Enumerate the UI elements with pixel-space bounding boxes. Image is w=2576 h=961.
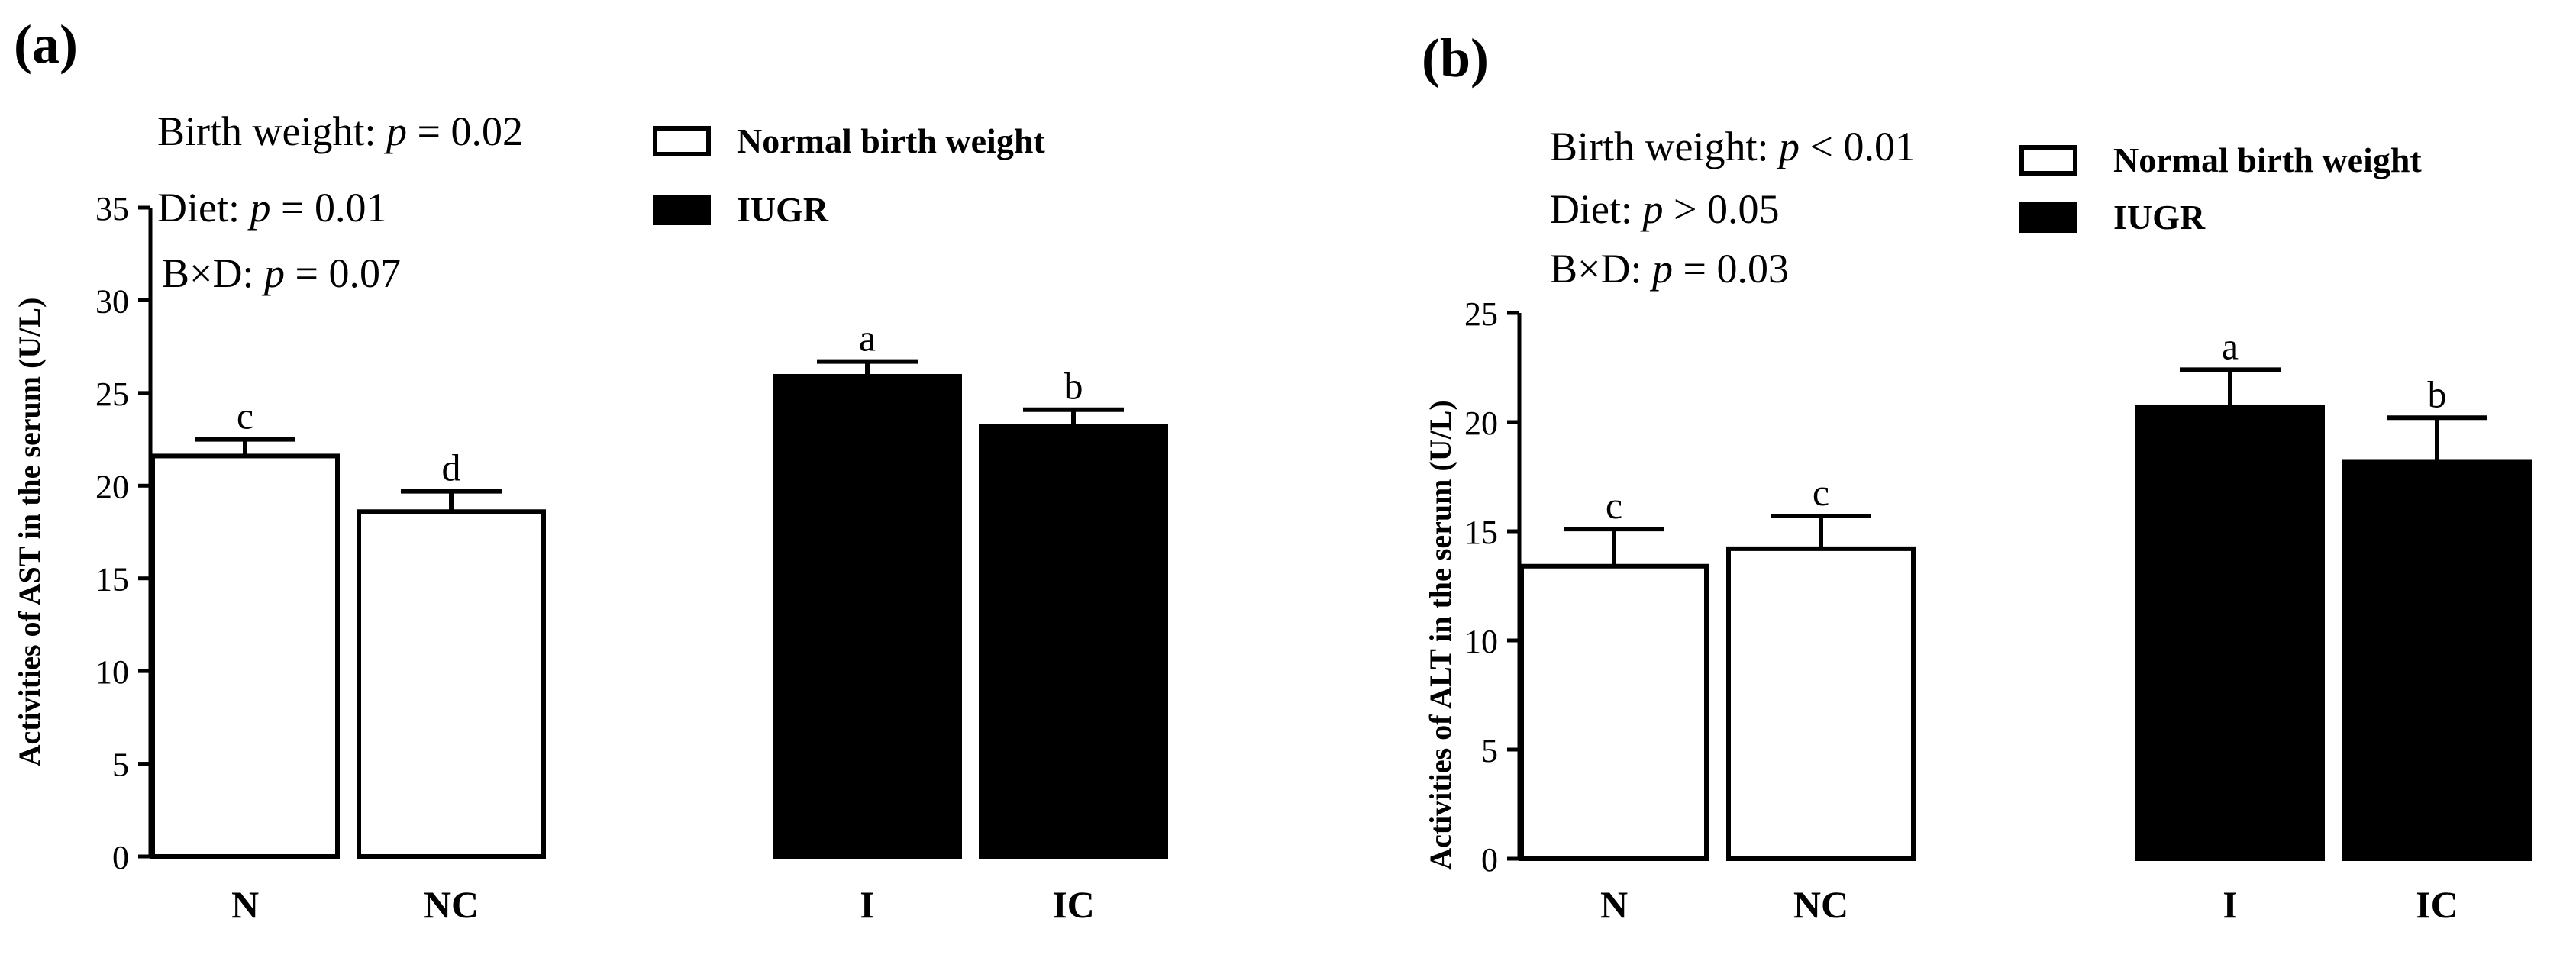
panel-b-stat-line: B×D: p = 0.03 (1550, 246, 1789, 292)
panel-a-bar-ic (979, 424, 1168, 859)
panel-b-category-label: NC (1793, 883, 1848, 926)
panel-a-category-label: NC (424, 883, 479, 926)
panel-b-category-label: I (2223, 883, 2237, 926)
panel-b-significance-letter: a (2222, 324, 2239, 367)
panel-b-bar-n (1519, 563, 1709, 861)
panel-b-significance-letter: c (1813, 471, 1829, 514)
panel-a-bar-nc (357, 509, 546, 859)
panel-b-y-tick-label: 25 (1464, 295, 1498, 333)
panel-a-y-axis-title: Activities of AST in the serum (U/L) (12, 298, 47, 767)
panel-b-y-axis-title: Activities of ALT in the serum (U/L) (1423, 400, 1457, 870)
panel-b-y-tick-label: 15 (1464, 514, 1498, 551)
panel-a-legend-swatch (653, 126, 711, 156)
panel-b-y-tick-label: 10 (1464, 623, 1498, 660)
panel-a-ast-chart: (a) 0 5 10 15 20 25 30 35 Activities of AST in th… (12, 14, 1168, 926)
panel-b-y-tick-label: 20 (1464, 405, 1498, 442)
panel-a-y-tick-label: 15 (95, 561, 129, 598)
panel-b-legend-label: IUGR (2113, 198, 2206, 237)
panel-b-category-label: IC (2416, 883, 2458, 926)
panel-a-legend-swatch (653, 195, 711, 225)
panel-a-y-tick-label: 20 (95, 468, 129, 505)
panel-a-category-label: N (231, 883, 259, 926)
panel-b-significance-letter: c (1606, 484, 1622, 527)
panel-b-category-label: N (1600, 883, 1628, 926)
panel-a-category-label: IC (1052, 883, 1095, 926)
panel-b-legend-label: Normal birth weight (2113, 140, 2422, 179)
panel-a-y-tick-label: 25 (95, 376, 129, 413)
panel-b-bar-i (2135, 404, 2325, 861)
panel-b-label: (b) (1422, 27, 1489, 89)
panel-b-bar-ic (2342, 459, 2532, 861)
panel-a-category-label: I (860, 883, 874, 926)
panel-a-stat-line: Diet: p = 0.01 (157, 185, 386, 231)
panel-a-significance-letter: b (1064, 365, 1083, 408)
panel-b-stat-line: Birth weight: p < 0.01 (1550, 124, 1916, 169)
panel-a-legend-label: Normal birth weight (737, 121, 1045, 160)
panel-a-significance-letter: c (237, 395, 253, 437)
panel-a-legend-label: IUGR (737, 190, 829, 229)
panel-a-stat-line: Birth weight: p = 0.02 (157, 108, 523, 154)
panel-b-y-tick-label: 0 (1481, 841, 1498, 879)
panel-a-significance-letter: a (859, 317, 876, 360)
panel-a-label: (a) (14, 14, 78, 75)
panel-a-bar-n (150, 453, 340, 859)
panel-a-y-tick-label: 30 (95, 282, 129, 320)
panel-a-y-tick-label: 0 (112, 839, 129, 876)
panel-b-bar-nc (1726, 546, 1916, 861)
panel-b-y-tick-label: 5 (1481, 732, 1498, 769)
panel-a-y-tick-label: 10 (95, 653, 129, 691)
panel-a-y-tick-label: 5 (112, 747, 129, 784)
panel-b-legend-swatch (2019, 145, 2077, 176)
panel-b-stat-line: Diet: p > 0.05 (1550, 186, 1779, 232)
panel-a-bar-i (773, 374, 962, 859)
panel-b-legend-swatch (2019, 202, 2077, 233)
panel-b-alt-chart: (b) 0 5 10 15 20 25 Activities of ALT in the se… (1422, 27, 2532, 926)
panel-a-significance-letter: d (442, 447, 461, 489)
panel-a-stat-line: B×D: p = 0.07 (162, 250, 401, 296)
panel-b-significance-letter: b (2428, 372, 2447, 415)
panel-a-y-tick-label: 35 (95, 190, 129, 227)
